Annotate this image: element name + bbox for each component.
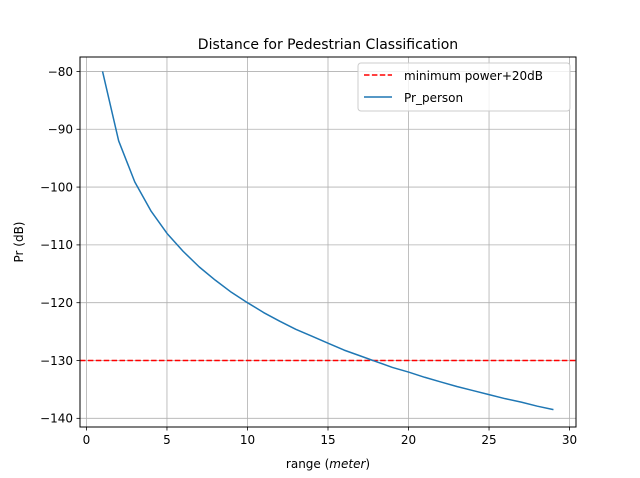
x-tick-label: 30 bbox=[562, 433, 577, 447]
x-axis-label-suffix: ) bbox=[365, 457, 370, 471]
x-tick-label: 15 bbox=[320, 433, 335, 447]
x-tick-label: 0 bbox=[83, 433, 91, 447]
y-tick-label: −120 bbox=[40, 296, 73, 310]
legend-box bbox=[357, 62, 571, 112]
legend: minimum power+20dB Pr_person bbox=[357, 62, 571, 112]
x-tick-label: 25 bbox=[481, 433, 496, 447]
y-tick-label: −130 bbox=[40, 354, 73, 368]
x-tick-label: 20 bbox=[401, 433, 416, 447]
y-tick-label: −90 bbox=[48, 123, 73, 137]
y-tick-label: −140 bbox=[40, 412, 73, 426]
x-axis-label-prefix: range ( bbox=[286, 457, 329, 471]
y-tick-label: −80 bbox=[48, 65, 73, 79]
legend-label-min-power: minimum power+20dB bbox=[404, 69, 543, 83]
series-line-pr-person bbox=[101, 71, 554, 411]
grid bbox=[80, 57, 576, 427]
y-tick-label: −100 bbox=[40, 180, 73, 194]
x-axis-label: range (meter) bbox=[286, 457, 370, 471]
x-tick-label: 10 bbox=[240, 433, 255, 447]
y-tick-label: −110 bbox=[40, 238, 73, 252]
x-ticks: 0 5 10 15 20 25 30 bbox=[83, 427, 577, 447]
plot-lines bbox=[80, 71, 576, 411]
x-axis-label-unit: meter bbox=[329, 457, 366, 471]
legend-label-pr-person: Pr_person bbox=[404, 91, 463, 105]
x-tick-label: 5 bbox=[163, 433, 171, 447]
chart-title: Distance for Pedestrian Classification bbox=[198, 37, 458, 53]
y-ticks: −80 −90 −100 −110 −120 −130 −140 bbox=[40, 65, 80, 426]
y-axis-label: Pr (dB) bbox=[12, 222, 26, 263]
